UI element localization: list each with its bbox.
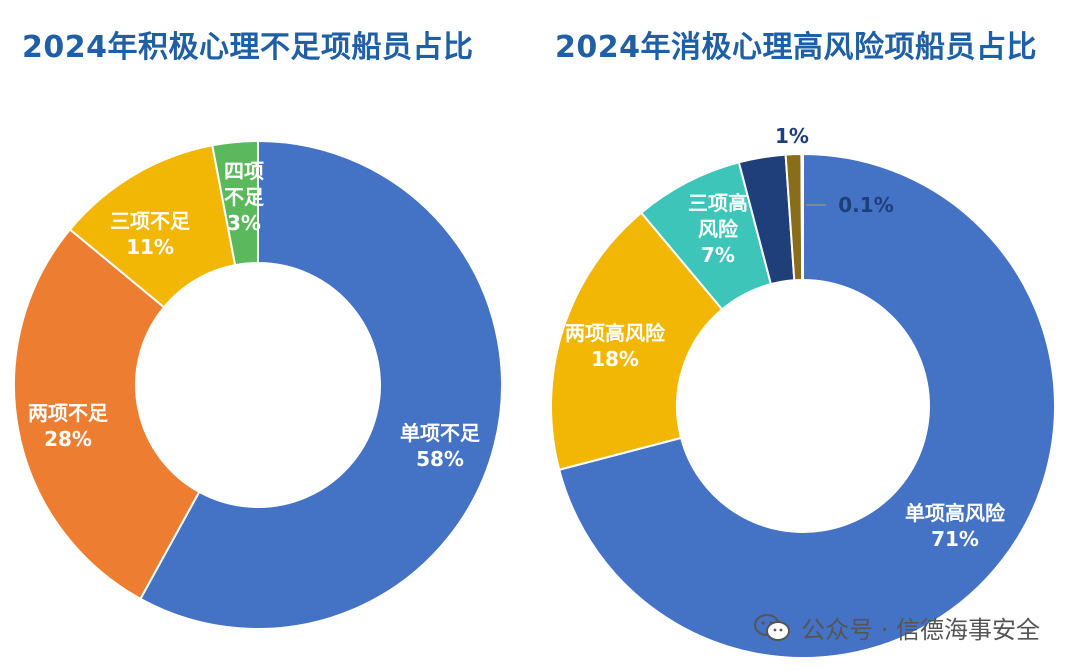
left-label-3: 四项不足 3% bbox=[224, 159, 265, 235]
right-label-5: 0.1% bbox=[838, 193, 893, 217]
left-slice-3 bbox=[211, 139, 259, 267]
left-slice-1 bbox=[13, 228, 201, 601]
left-chart-title: 2024年积极心理不足项船员占比 bbox=[22, 30, 474, 65]
watermark-text: 公众号 · 信德海事安全 bbox=[801, 616, 1040, 644]
right-slice-5 bbox=[800, 152, 804, 282]
left-label-0: 单项不足 58% bbox=[400, 421, 481, 471]
right-slice-1 bbox=[550, 211, 724, 471]
right-donut-chart: 单项高风险 71% 两项高风险 18% 三项高风险 7%3% 1% 0.1% bbox=[550, 124, 1056, 659]
left-donut-chart: 单项不足 58% 两项不足 28% 三项不足 11% 四项不足 3% bbox=[13, 139, 503, 630]
right-chart-title: 2024年消极心理高风险项船员占比 bbox=[555, 30, 1037, 65]
right-label-3: 3% bbox=[747, 167, 781, 191]
right-label-2: 三项高风险 7% bbox=[688, 191, 748, 267]
left-slice-0 bbox=[139, 139, 503, 630]
left-label-2: 三项不足 11% bbox=[110, 209, 191, 259]
wechat-icon bbox=[753, 613, 791, 643]
wechat-watermark: 公众号 · 信德海事安全 bbox=[753, 610, 1040, 645]
left-label-1: 两项不足 28% bbox=[28, 401, 109, 451]
right-label-0: 单项高风险 71% bbox=[905, 501, 1006, 551]
right-slice-0 bbox=[557, 152, 1056, 659]
right-label-1: 两项高风险 18% bbox=[565, 321, 666, 371]
right-label-4: 1% bbox=[775, 124, 809, 148]
